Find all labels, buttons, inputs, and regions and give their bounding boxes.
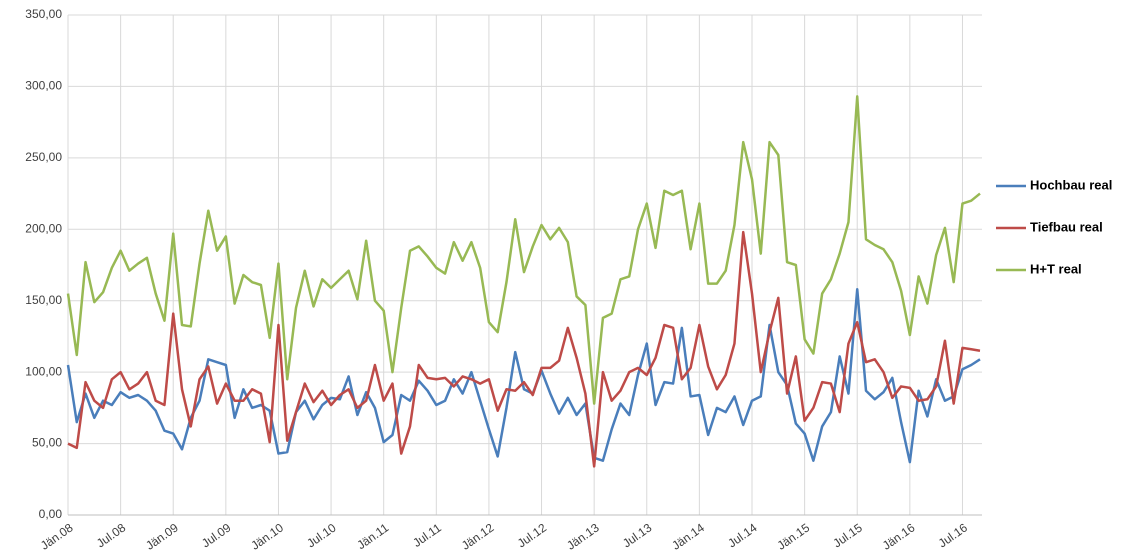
x-tick-label: Jän.08 <box>38 520 76 552</box>
series-line <box>66 95 981 405</box>
x-tick-label: Jän.13 <box>564 520 602 552</box>
legend-label: Tiefbau real <box>1030 219 1103 234</box>
x-tick-label: Jän.16 <box>880 520 918 552</box>
y-tick-label: 150,00 <box>25 293 62 307</box>
x-tick-label: Jul.12 <box>515 520 550 550</box>
legend-label: H+T real <box>1030 261 1082 276</box>
x-tick-label: Jän.09 <box>143 520 181 552</box>
x-tick-label: Jän.11 <box>354 520 391 552</box>
x-tick-label: Jän.14 <box>669 520 707 552</box>
x-tick-label: Jul.11 <box>410 520 444 550</box>
y-tick-label: 350,00 <box>25 7 62 21</box>
x-tick-label: Jul.08 <box>94 520 129 550</box>
x-tick-label: Jul.13 <box>620 520 655 550</box>
x-tick-label: Jul.09 <box>199 520 234 550</box>
x-tick-label: Jul.15 <box>831 520 866 550</box>
x-tick-label: Jul.10 <box>304 520 339 550</box>
y-tick-label: 200,00 <box>25 221 62 235</box>
series-line <box>67 230 981 468</box>
x-tick-label: Jän.12 <box>459 520 497 552</box>
legend-label: Hochbau real <box>1030 177 1112 192</box>
y-tick-label: 100,00 <box>25 364 62 378</box>
series-line <box>66 288 981 464</box>
y-tick-label: 250,00 <box>25 150 62 164</box>
x-tick-label: Jän.10 <box>248 520 286 552</box>
x-tick-label: Jän.15 <box>775 520 813 552</box>
y-tick-label: 0,00 <box>39 507 63 521</box>
x-tick-label: Jul.14 <box>725 520 760 550</box>
y-tick-label: 300,00 <box>25 79 62 93</box>
y-tick-label: 50,00 <box>32 436 62 450</box>
legend: Hochbau real Tiefbau real H+T real <box>996 177 1112 276</box>
x-tick-label: Jul.16 <box>936 520 971 550</box>
